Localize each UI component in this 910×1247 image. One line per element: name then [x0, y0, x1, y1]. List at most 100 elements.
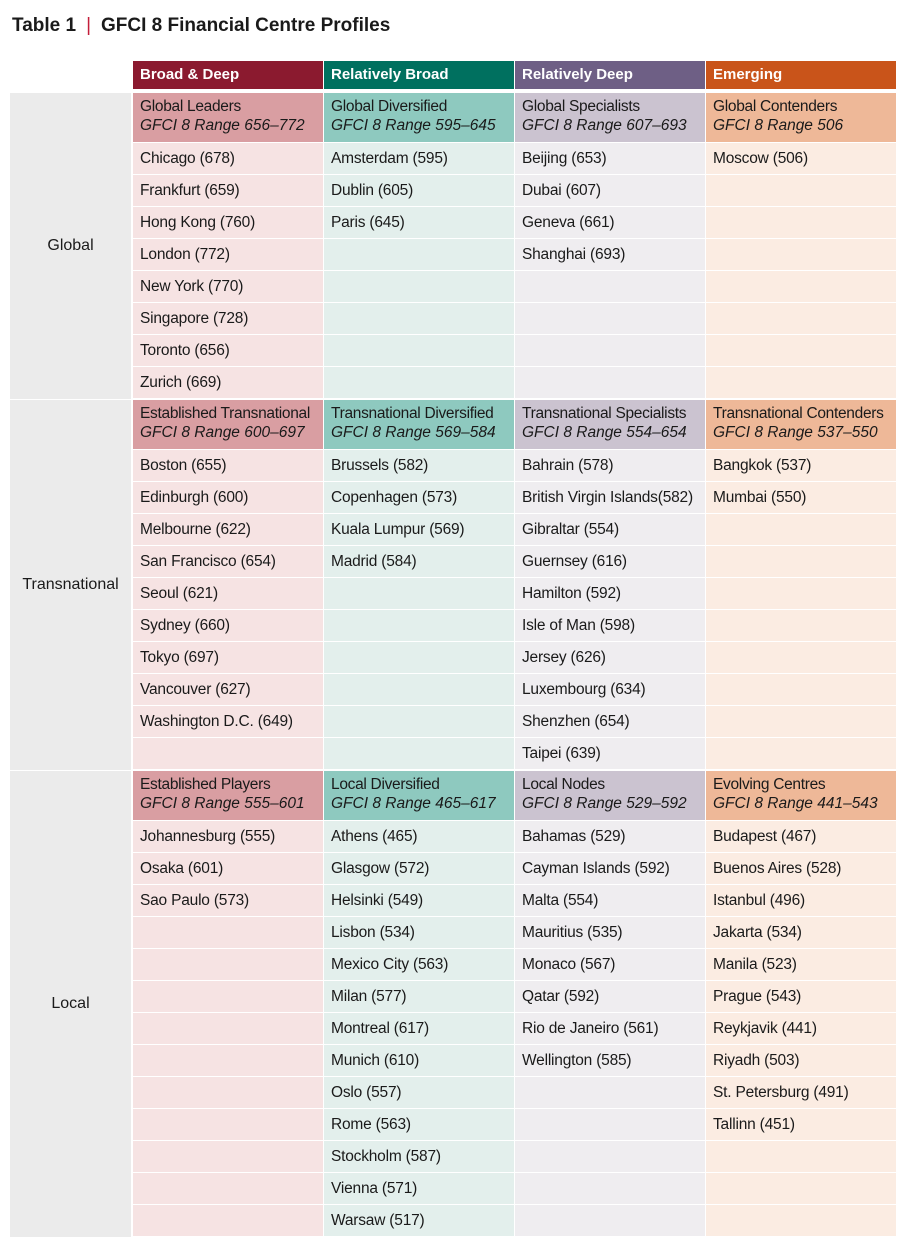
- table-caption: GFCI 8 Financial Centre Profiles: [101, 15, 391, 36]
- category-header: Transnational Contenders GFCI 8 Range 537…: [706, 400, 896, 450]
- category-column: Global Diversified GFCI 8 Range 595–645 Am…: [324, 93, 514, 399]
- band-columns: Established Transnational GFCI 8 Range 60…: [133, 400, 897, 770]
- centre-cell: Malta (554): [515, 885, 705, 917]
- centre-cell: British Virgin Islands(582): [515, 482, 705, 514]
- centre-cell: Vienna (571): [324, 1173, 514, 1205]
- empty-cell: [706, 642, 896, 674]
- centre-cell: Prague (543): [706, 981, 896, 1013]
- empty-cell: [515, 1141, 705, 1173]
- empty-cell: [706, 706, 896, 738]
- category-name: Established Players: [140, 776, 271, 793]
- category-range: GFCI 8 Range 537–550: [713, 424, 878, 441]
- band-transnational: Transnational Established Transnational GF…: [10, 400, 898, 770]
- column-header-relatively-deep: Relatively Deep: [515, 61, 705, 89]
- category-header: Evolving Centres GFCI 8 Range 441–543: [706, 771, 896, 821]
- centre-cell: Mumbai (550): [706, 482, 896, 514]
- empty-cell: [706, 674, 896, 706]
- empty-cell: [706, 335, 896, 367]
- centre-cell: Brussels (582): [324, 450, 514, 482]
- empty-cell: [133, 1141, 323, 1173]
- empty-cell: [133, 917, 323, 949]
- centre-cell: Riyadh (503): [706, 1045, 896, 1077]
- empty-cell: [706, 1205, 896, 1237]
- centre-cell: Tallinn (451): [706, 1109, 896, 1141]
- empty-cell: [515, 271, 705, 303]
- band-local: Local Established Players GFCI 8 Range 555…: [10, 771, 898, 1237]
- band-label: Transnational: [10, 400, 131, 770]
- centre-cell: Dublin (605): [324, 175, 514, 207]
- centre-cell: Hamilton (592): [515, 578, 705, 610]
- empty-cell: [324, 706, 514, 738]
- category-column: Evolving Centres GFCI 8 Range 441–543 Buda…: [706, 771, 896, 1237]
- band-columns: Global Leaders GFCI 8 Range 656–772 Chicag…: [133, 93, 897, 399]
- centre-cell: Edinburgh (600): [133, 482, 323, 514]
- category-header: Established Players GFCI 8 Range 555–601: [133, 771, 323, 821]
- empty-cell: [706, 367, 896, 399]
- category-name: Global Contenders: [713, 98, 838, 115]
- category-range: GFCI 8 Range 569–584: [331, 424, 496, 441]
- centre-cell: Sydney (660): [133, 610, 323, 642]
- category-column: Global Contenders GFCI 8 Range 506 Moscow …: [706, 93, 896, 399]
- centre-cell: Zurich (669): [133, 367, 323, 399]
- centre-cell: Istanbul (496): [706, 885, 896, 917]
- category-column: Established Transnational GFCI 8 Range 60…: [133, 400, 323, 770]
- empty-cell: [706, 207, 896, 239]
- empty-cell: [324, 738, 514, 770]
- table-title: Table 1 | GFCI 8 Financial Centre Profiles: [12, 15, 390, 37]
- empty-cell: [133, 1205, 323, 1237]
- empty-cell: [515, 367, 705, 399]
- category-column: Local Diversified GFCI 8 Range 465–617 Ath…: [324, 771, 514, 1237]
- empty-cell: [706, 738, 896, 770]
- centre-cell: Paris (645): [324, 207, 514, 239]
- empty-cell: [324, 642, 514, 674]
- category-name: Global Specialists: [522, 98, 640, 115]
- empty-cell: [706, 514, 896, 546]
- category-name: Transnational Contenders: [713, 405, 884, 422]
- empty-cell: [133, 738, 323, 770]
- band-columns: Established Players GFCI 8 Range 555–601 J…: [133, 771, 897, 1237]
- category-column: Global Leaders GFCI 8 Range 656–772 Chicag…: [133, 93, 323, 399]
- centre-cell: Luxembourg (634): [515, 674, 705, 706]
- title-separator: |: [86, 15, 91, 36]
- category-column: Transnational Specialists GFCI 8 Range 55…: [515, 400, 705, 770]
- category-header: Local Diversified GFCI 8 Range 465–617: [324, 771, 514, 821]
- centre-cell: Chicago (678): [133, 143, 323, 175]
- centre-cell: Amsterdam (595): [324, 143, 514, 175]
- centre-cell: Singapore (728): [133, 303, 323, 335]
- centre-cell: Dubai (607): [515, 175, 705, 207]
- centre-cell: Toronto (656): [133, 335, 323, 367]
- centre-cell: Rome (563): [324, 1109, 514, 1141]
- category-column: Global Specialists GFCI 8 Range 607–693 Be…: [515, 93, 705, 399]
- empty-cell: [324, 610, 514, 642]
- category-header: Global Diversified GFCI 8 Range 595–645: [324, 93, 514, 143]
- centre-cell: Frankfurt (659): [133, 175, 323, 207]
- empty-cell: [324, 335, 514, 367]
- empty-cell: [133, 1045, 323, 1077]
- empty-cell: [515, 303, 705, 335]
- centre-cell: Tokyo (697): [133, 642, 323, 674]
- empty-cell: [706, 610, 896, 642]
- centre-cell: St. Petersburg (491): [706, 1077, 896, 1109]
- empty-cell: [324, 239, 514, 271]
- centre-cell: Shenzhen (654): [515, 706, 705, 738]
- centre-cell: Manila (523): [706, 949, 896, 981]
- centre-cell: London (772): [133, 239, 323, 271]
- centre-cell: Milan (577): [324, 981, 514, 1013]
- category-name: Established Transnational: [140, 405, 311, 422]
- centre-cell: Copenhagen (573): [324, 482, 514, 514]
- empty-cell: [133, 949, 323, 981]
- category-range: GFCI 8 Range 595–645: [331, 117, 496, 134]
- column-header-emerging: Emerging: [706, 61, 896, 89]
- centre-cell: San Francisco (654): [133, 546, 323, 578]
- centre-cell: Melbourne (622): [133, 514, 323, 546]
- category-name: Evolving Centres: [713, 776, 826, 793]
- category-header: Global Contenders GFCI 8 Range 506: [706, 93, 896, 143]
- centre-cell: Isle of Man (598): [515, 610, 705, 642]
- empty-cell: [324, 303, 514, 335]
- category-name: Global Diversified: [331, 98, 448, 115]
- centre-cell: Montreal (617): [324, 1013, 514, 1045]
- column-header-broad-deep: Broad & Deep: [133, 61, 323, 89]
- centre-cell: Bangkok (537): [706, 450, 896, 482]
- centre-cell: Qatar (592): [515, 981, 705, 1013]
- centre-cell: Shanghai (693): [515, 239, 705, 271]
